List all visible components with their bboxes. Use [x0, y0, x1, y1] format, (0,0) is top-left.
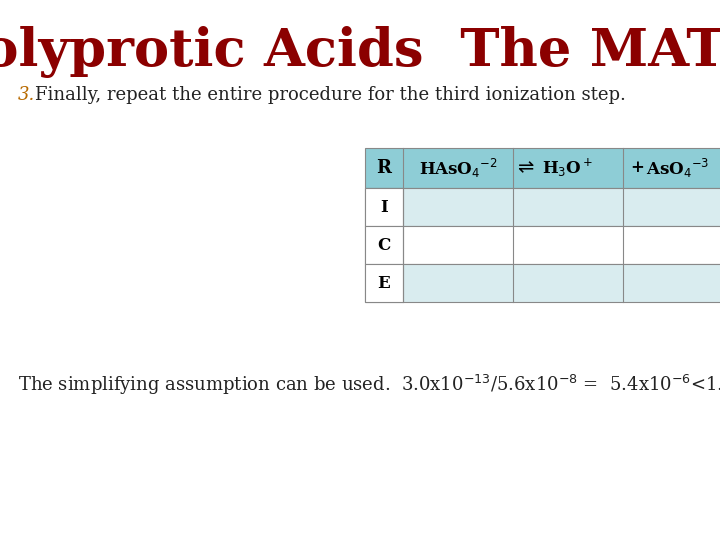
Bar — [365, 188, 720, 226]
Text: HAsO$_4$$^{-2}$: HAsO$_4$$^{-2}$ — [418, 157, 498, 179]
Text: $\rightleftharpoons$: $\rightleftharpoons$ — [514, 159, 536, 178]
Text: +: + — [630, 159, 644, 177]
Text: Finally, repeat the entire procedure for the third ionization step.: Finally, repeat the entire procedure for… — [35, 86, 626, 104]
Text: C: C — [377, 237, 391, 253]
Bar — [365, 264, 720, 302]
Text: Polyprotic Acids  The MATH: Polyprotic Acids The MATH — [0, 26, 720, 78]
Text: R: R — [377, 159, 392, 177]
Text: 3.: 3. — [18, 86, 35, 104]
Text: AsO$_4$$^{-3}$: AsO$_4$$^{-3}$ — [647, 157, 710, 179]
Text: H$_3$O$^+$: H$_3$O$^+$ — [542, 157, 593, 179]
Text: The simplifying assumption can be used.  3.0x10$^{-13}$/5.6x10$^{-8}$ =  5.4x10$: The simplifying assumption can be used. … — [18, 373, 720, 397]
Text: I: I — [380, 199, 388, 215]
Text: E: E — [377, 274, 390, 292]
Bar — [365, 264, 403, 302]
Bar — [365, 188, 403, 226]
Bar — [365, 148, 720, 188]
Bar — [365, 226, 403, 264]
Bar — [365, 226, 720, 264]
